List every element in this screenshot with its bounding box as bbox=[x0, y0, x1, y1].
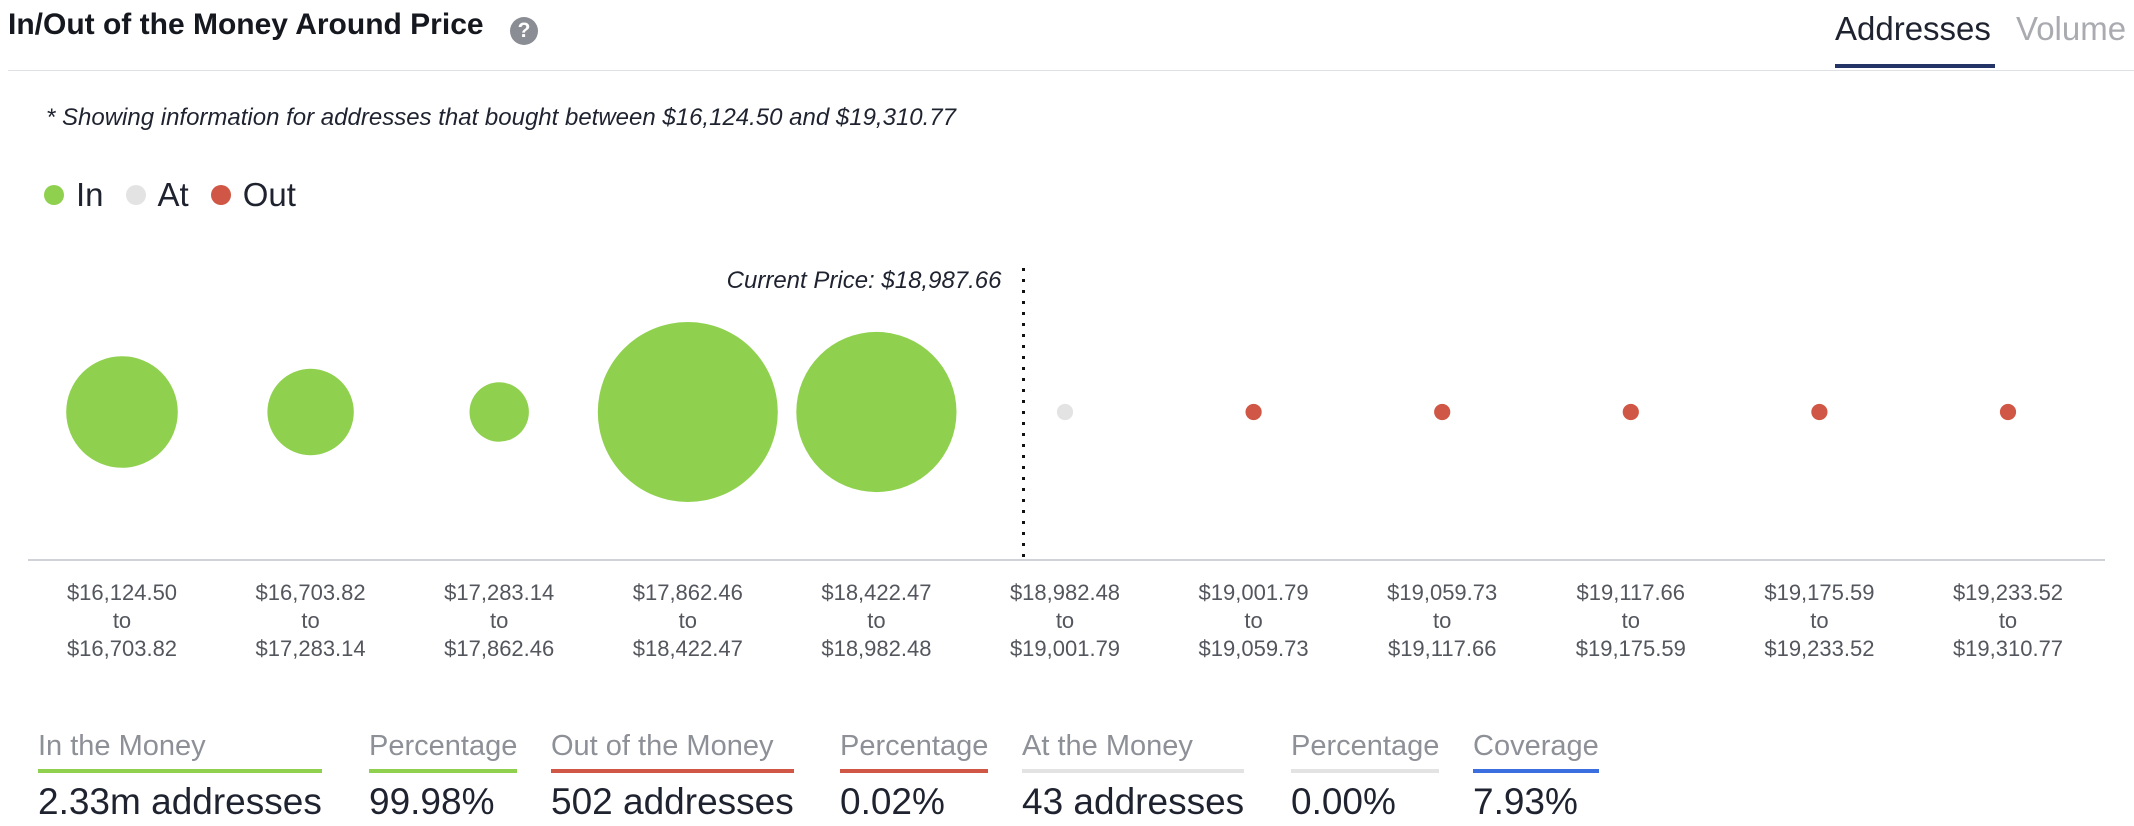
stat-label: Coverage bbox=[1473, 730, 1599, 773]
bubble-out[interactable] bbox=[1434, 403, 1451, 421]
x-tick-label: to bbox=[301, 608, 319, 633]
stat-label: Percentage bbox=[840, 730, 989, 773]
stat-value: 0.00% bbox=[1291, 781, 1396, 822]
stat-value: 7.93% bbox=[1473, 781, 1578, 822]
page-title: In/Out of the Money Around Price bbox=[8, 8, 484, 41]
tab-volume[interactable]: Volume bbox=[2016, 10, 2127, 47]
x-tick-label: to bbox=[1056, 608, 1074, 633]
bubble-at[interactable] bbox=[1056, 403, 1074, 421]
x-tick-label: $18,422.47 bbox=[821, 580, 931, 605]
x-tick-label: $19,001.79 bbox=[1010, 636, 1120, 661]
x-tick-label: to bbox=[113, 608, 131, 633]
stat-coverage: Coverage 7.93% bbox=[1473, 730, 1599, 823]
bubble-out[interactable] bbox=[1999, 403, 2017, 421]
bubble-out[interactable] bbox=[1245, 403, 1262, 421]
bubble-in[interactable] bbox=[597, 322, 778, 502]
x-tick-label: $16,124.50 bbox=[67, 580, 177, 605]
stat-in-the-money: In the Money 2.33m addresses bbox=[38, 730, 322, 823]
bubble-in[interactable] bbox=[796, 331, 957, 493]
x-tick-label: $17,862.46 bbox=[444, 636, 554, 661]
stat-label: At the Money bbox=[1022, 730, 1245, 773]
bubble-out[interactable] bbox=[1622, 403, 1639, 421]
x-tick-label: to bbox=[1622, 608, 1640, 633]
legend-dot-out bbox=[210, 185, 231, 205]
bubble-in[interactable] bbox=[469, 382, 529, 442]
x-tick-label: $17,862.46 bbox=[633, 580, 743, 605]
x-tick-label: $18,982.48 bbox=[821, 636, 931, 661]
x-tick-label: $19,233.52 bbox=[1953, 580, 2063, 605]
x-tick-label: $19,233.52 bbox=[1764, 636, 1874, 661]
x-tick-label: $18,982.48 bbox=[1010, 580, 1120, 605]
stat-value: 2.33m addresses bbox=[38, 781, 322, 822]
x-tick-label: $19,117.66 bbox=[1577, 580, 1685, 605]
x-tick-label: to bbox=[1810, 608, 1828, 633]
stat-value: 99.98% bbox=[369, 781, 495, 822]
stat-value: 502 addresses bbox=[551, 781, 794, 822]
legend-label-in: In bbox=[76, 176, 104, 213]
stat-label: Out of the Money bbox=[551, 730, 794, 773]
tab-addresses[interactable]: Addresses bbox=[1835, 10, 1991, 47]
x-tick-label: $19,059.73 bbox=[1199, 636, 1309, 661]
x-tick-label: $19,310.77 bbox=[1953, 636, 2063, 661]
legend-dot-in bbox=[44, 185, 64, 205]
x-tick-label: $19,001.79 bbox=[1199, 580, 1309, 605]
stat-out-of-the-money: Out of the Money 502 addresses bbox=[551, 730, 794, 823]
legend-item-out[interactable]: Out bbox=[210, 176, 296, 214]
x-tick-label: to bbox=[490, 608, 508, 633]
x-tick-label: to bbox=[1244, 608, 1262, 633]
legend-dot-at bbox=[125, 185, 146, 205]
x-tick-label: $19,059.73 bbox=[1387, 580, 1497, 605]
x-tick-label: $17,283.14 bbox=[256, 636, 366, 661]
stat-label: Percentage bbox=[1291, 730, 1440, 773]
x-tick-label: $16,703.82 bbox=[256, 580, 366, 605]
legend-label-at: At bbox=[157, 176, 189, 213]
legend-item-at[interactable]: At bbox=[125, 176, 189, 214]
bubble-in[interactable] bbox=[66, 356, 178, 468]
stat-label: In the Money bbox=[38, 730, 322, 773]
x-tick-label: to bbox=[1433, 608, 1451, 633]
stat-value: 0.02% bbox=[840, 781, 945, 822]
stat-value: 43 addresses bbox=[1022, 781, 1245, 822]
bubble-chart: $16,124.50 to $16,703.82 $16,703.82 to $17,28… bbox=[28, 267, 2105, 661]
x-tick-label: $17,283.14 bbox=[444, 580, 554, 605]
bubble-in[interactable] bbox=[267, 368, 354, 456]
x-tick-label: to bbox=[867, 608, 885, 633]
chart-legend: In At Out bbox=[44, 176, 318, 214]
x-tick-label: to bbox=[679, 608, 697, 633]
stat-at-the-money: At the Money 43 addresses bbox=[1022, 730, 1245, 823]
range-note: * Showing information for addresses that… bbox=[46, 104, 956, 131]
stat-label: Percentage bbox=[369, 730, 518, 773]
x-tick-label: $18,422.47 bbox=[633, 636, 743, 661]
x-tick-label: $19,175.59 bbox=[1764, 580, 1874, 605]
legend-label-out: Out bbox=[242, 176, 296, 213]
x-tick-label: to bbox=[1999, 608, 2017, 633]
x-tick-label: $19,117.66 bbox=[1388, 636, 1496, 661]
question-circle-icon[interactable]: ? bbox=[510, 17, 538, 45]
stat-out-percentage: Percentage 0.02% bbox=[840, 730, 989, 823]
x-tick-label: $16,703.82 bbox=[67, 636, 177, 661]
x-tick-label: $19,175.59 bbox=[1576, 636, 1686, 661]
legend-item-in[interactable]: In bbox=[44, 176, 104, 214]
bubble-out[interactable] bbox=[1811, 403, 1828, 421]
current-price-label: Current Price: $18,987.66 bbox=[727, 267, 1002, 294]
active-tab-indicator bbox=[1835, 64, 1995, 68]
stat-at-percentage: Percentage 0.00% bbox=[1291, 730, 1440, 823]
stat-in-percentage: Percentage 99.98% bbox=[369, 730, 518, 823]
header-divider bbox=[8, 70, 2134, 71]
